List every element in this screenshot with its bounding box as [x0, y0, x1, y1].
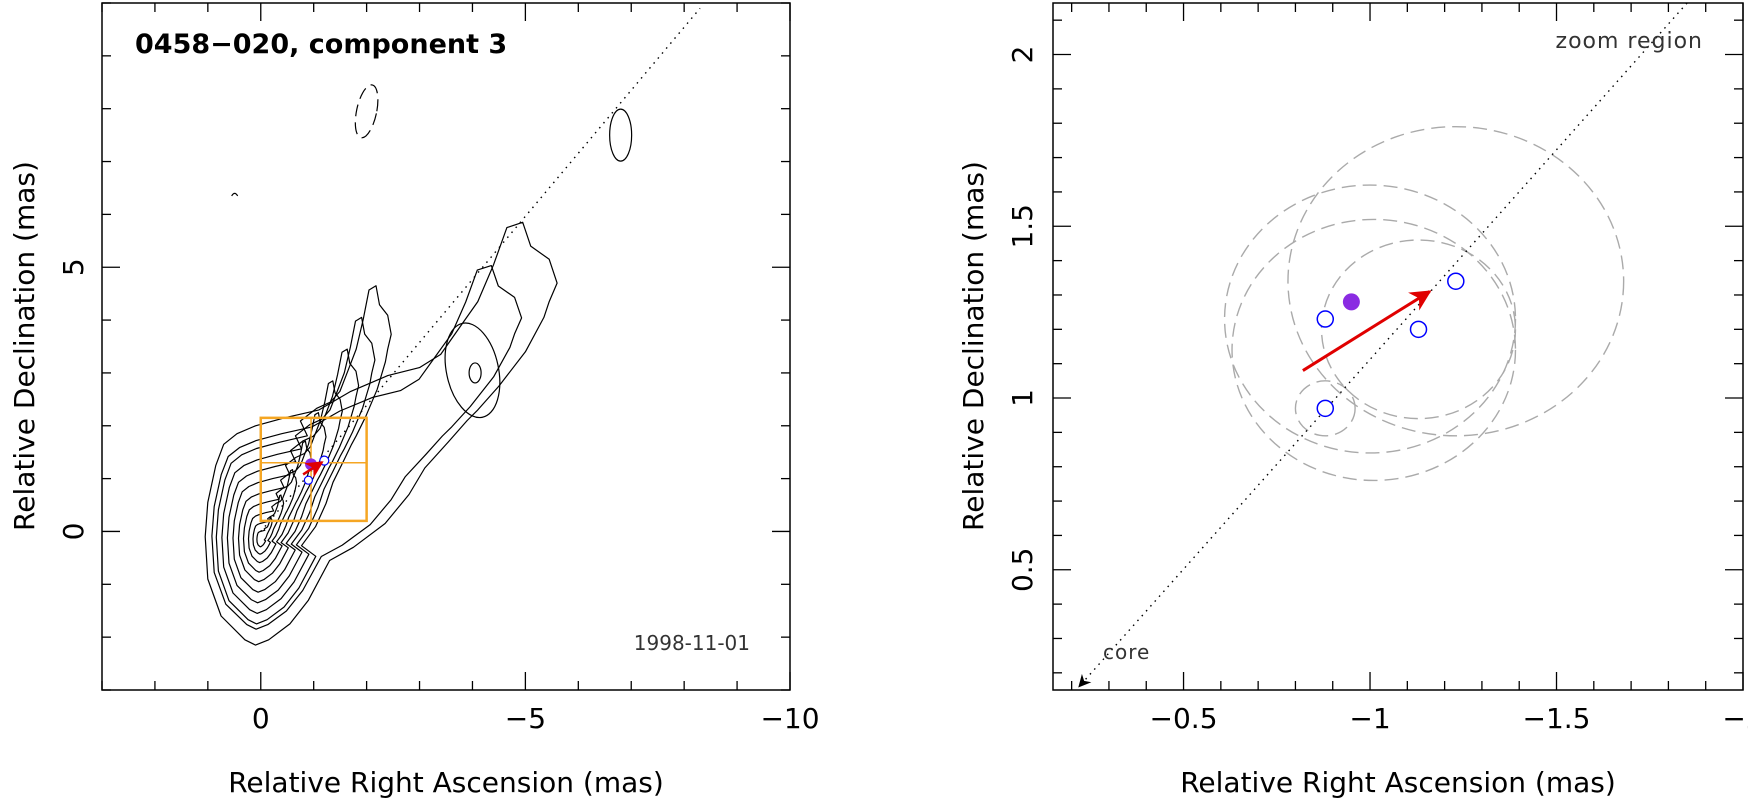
right-y-tick-label: 2	[1006, 46, 1039, 64]
uncertainty-circle	[1287, 125, 1625, 437]
left-fit-marker	[303, 475, 313, 485]
contour-line	[204, 221, 558, 646]
contour-line	[232, 380, 343, 593]
uncertainty-circles	[1223, 125, 1625, 482]
mean-position-marker	[1342, 293, 1360, 311]
contour-line	[221, 316, 376, 615]
contour-line	[242, 440, 312, 573]
uncertainty-circle	[1320, 239, 1517, 420]
uncertainty-circle	[1294, 380, 1356, 437]
right-plot-area	[1078, 2, 1688, 688]
uncertainty-circle	[1223, 184, 1517, 454]
right-y-axis-label: Relative Declination (mas)	[957, 161, 990, 531]
left-epoch-label: 1998-11-01	[634, 631, 750, 655]
left-jet-axis	[260, 7, 701, 532]
right-jet-axis	[1078, 2, 1688, 688]
contour-line	[215, 285, 392, 625]
right-x-tick-label: −2	[1722, 702, 1748, 735]
right-y-tick-label: 1	[1006, 389, 1039, 407]
left-x-tick-label: 0	[252, 702, 270, 735]
right-x-tick-label: −0.5	[1150, 702, 1218, 735]
right-plot-frame	[1052, 2, 1744, 691]
contour-line	[252, 494, 285, 555]
epoch-position-marker	[1409, 320, 1428, 339]
left-axis-tick-labels: 0 −5 −10 0 5	[57, 258, 820, 735]
contour-line	[226, 348, 360, 604]
contour-island	[609, 108, 633, 162]
right-core-label: core	[1103, 640, 1150, 664]
right-axis-ticks	[1053, 3, 1744, 690]
left-y-axis-label: Relative Declination (mas)	[8, 161, 41, 531]
right-y-tick-label: 1.5	[1006, 204, 1039, 249]
left-x-axis-label: Relative Right Ascension (mas)	[228, 766, 664, 799]
left-y-tick-label: 0	[57, 523, 90, 541]
epoch-position-marker	[1316, 310, 1335, 328]
uncertainty-circle	[1231, 218, 1517, 482]
right-y-tick-label: 0.5	[1006, 548, 1039, 593]
left-plot-frame	[101, 2, 791, 691]
left-x-tick-label: −5	[505, 702, 546, 735]
right-axis-tick-labels: −0.5 −1 −1.5 −2 0.5 1 1.5 2	[1006, 46, 1748, 735]
left-motion-arrow	[302, 461, 324, 479]
right-panel-zoom-region: −0.5 −1 −1.5 −2 0.5 1 1.5 2 zoom region core Re…	[957, 2, 1748, 799]
left-title: 0458−020, component 3	[135, 29, 507, 60]
left-x-tick-label: −10	[760, 702, 819, 735]
contour-line	[211, 265, 523, 630]
right-x-tick-label: −1.5	[1523, 702, 1591, 735]
left-axis-ticks	[101, 2, 791, 691]
left-panel-contour-map: 0 −5 −10 0 5 0458−020, component 3 1998-11-0…	[8, 2, 820, 799]
right-zoom-region-label: zoom region	[1556, 29, 1703, 54]
contour-speck	[231, 192, 239, 197]
contour-line	[256, 516, 273, 548]
left-y-tick-label: 5	[57, 258, 90, 276]
left-plot-area	[204, 7, 701, 646]
contour-line	[247, 469, 298, 564]
contour-levels	[204, 221, 558, 646]
contour-knot-outer	[444, 322, 501, 419]
right-x-axis-label: Relative Right Ascension (mas)	[1180, 766, 1616, 799]
epoch-position-marker	[1447, 272, 1465, 290]
epoch-position-marker	[1316, 399, 1335, 418]
contour-knot	[468, 362, 482, 384]
contour-negative	[354, 84, 379, 139]
motion-arrow	[1302, 290, 1432, 372]
right-x-tick-label: −1	[1349, 702, 1390, 735]
